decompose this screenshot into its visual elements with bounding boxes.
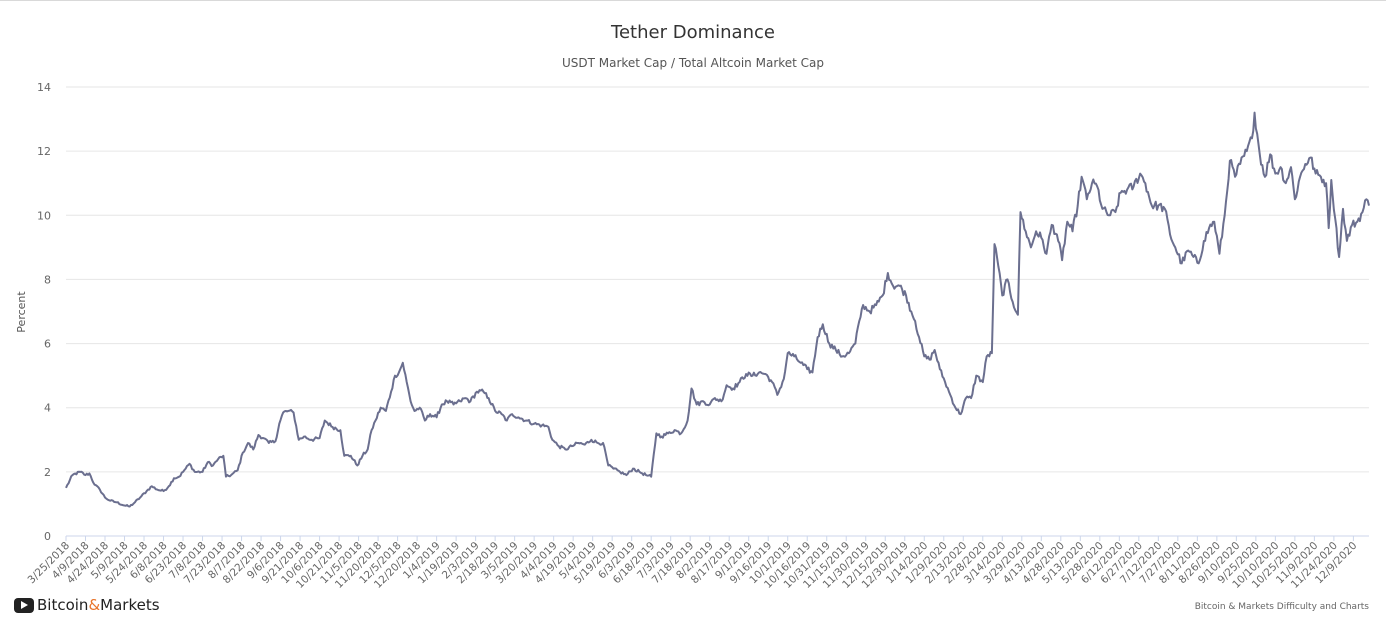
y-tick-label: 2 — [44, 466, 51, 479]
series-line — [65, 111, 1370, 508]
gridlines — [66, 86, 1369, 537]
chart-subtitle: USDT Market Cap / Total Altcoin Market C… — [561, 56, 825, 70]
brand-ampersand: & — [88, 596, 101, 614]
y-tick-label: 10 — [37, 209, 51, 222]
chart-credits[interactable]: Bitcoin & Markets Difficulty and Charts — [1194, 602, 1369, 612]
brand-logo[interactable]: Bitcoin & Markets — [14, 596, 160, 614]
top-border — [0, 0, 1386, 1]
chart-title: Tether Dominance — [611, 22, 775, 43]
y-tick-label: 6 — [44, 338, 51, 351]
y-tick-label: 14 — [37, 81, 51, 94]
y-tick-label: 8 — [44, 273, 51, 286]
x-axis-ticks: 3/25/20184/9/20184/24/20185/9/20185/24/2… — [26, 536, 1360, 591]
y-axis-label: Percent — [15, 291, 28, 333]
y-tick-label: 12 — [37, 145, 51, 158]
y-tick-label: 0 — [44, 530, 51, 543]
series-layer — [65, 111, 1370, 508]
y-axis-ticks: 0 2 4 6 8 10 12 14 — [37, 81, 51, 543]
play-icon — [14, 597, 34, 613]
y-tick-label: 4 — [44, 402, 51, 415]
brand-name-part1: Bitcoin — [37, 596, 89, 614]
brand-name-part2: Markets — [100, 596, 160, 614]
